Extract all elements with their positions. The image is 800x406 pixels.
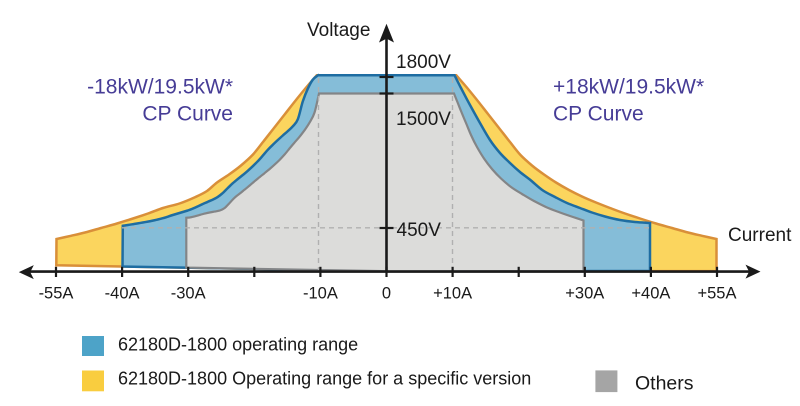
svg-text:+18kW/19.5kW*: +18kW/19.5kW* <box>553 76 704 99</box>
svg-text:CP Curve: CP Curve <box>142 103 233 126</box>
svg-text:0: 0 <box>382 285 391 303</box>
svg-text:+55A: +55A <box>698 285 737 303</box>
svg-text:Current: Current <box>728 225 792 246</box>
svg-text:CP Curve: CP Curve <box>553 103 644 126</box>
svg-text:1800V: 1800V <box>396 52 451 73</box>
svg-text:+30A: +30A <box>565 285 604 303</box>
svg-text:450V: 450V <box>397 220 442 241</box>
svg-text:62180D-1800 operating range: 62180D-1800 operating range <box>118 335 358 355</box>
svg-text:Others: Others <box>635 373 694 395</box>
svg-text:-18kW/19.5kW*: -18kW/19.5kW* <box>87 76 233 99</box>
svg-text:-55A: -55A <box>39 285 74 303</box>
svg-text:-30A: -30A <box>171 285 206 303</box>
svg-text:1500V: 1500V <box>396 109 451 130</box>
svg-text:+40A: +40A <box>631 285 670 303</box>
svg-text:62180D-1800 Operating range fo: 62180D-1800 Operating range for a specif… <box>118 369 531 389</box>
svg-text:-40A: -40A <box>105 285 140 303</box>
svg-text:Voltage: Voltage <box>307 20 370 41</box>
svg-text:+10A: +10A <box>433 285 472 303</box>
svg-text:-10A: -10A <box>303 285 338 303</box>
